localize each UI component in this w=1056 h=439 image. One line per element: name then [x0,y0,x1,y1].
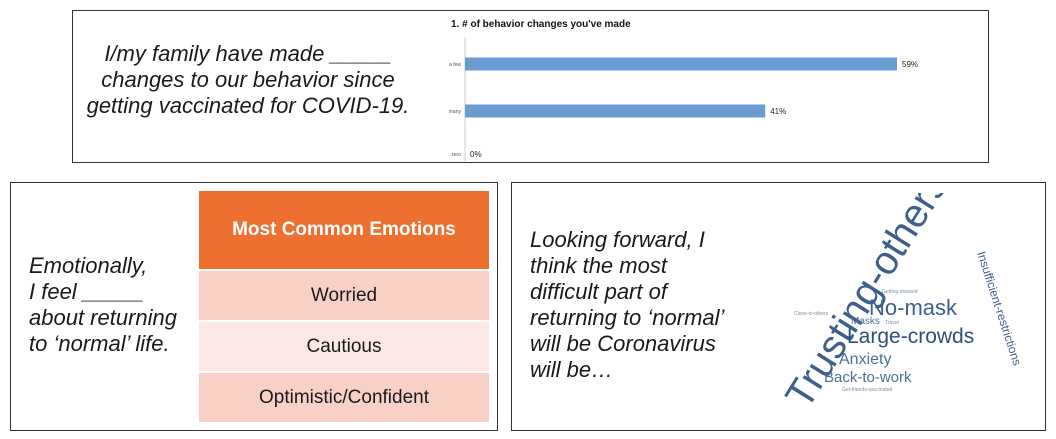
value-label: 59% [902,60,918,69]
value-label: 0% [470,150,482,159]
bar-a-few [465,57,897,71]
emotions-panel: Emotionally, I feel _____ about returnin… [10,182,498,431]
emotions-prompt-line: I feel _____ [29,279,144,304]
emotions-table-row: Cautious [199,320,489,371]
emotions-table: Most Common Emotions Worried Cautious Op… [199,191,489,422]
emotions-prompt-line: to ‘normal’ life. [29,331,170,356]
word-travel: Travel [885,320,899,326]
difficulties-prompt-line: will be… [530,357,614,382]
word-insufficient-restrictions: Insufficient-restrictions [974,250,1024,368]
emotions-table-row: Worried [199,269,489,320]
bar-many [465,104,766,118]
difficulties-prompt-line: returning to ‘normal’ [530,305,725,330]
emotions-prompt-line: Emotionally, [29,253,148,278]
word-large-crowds: Large-crowds [847,325,974,348]
word-get-friends-vaccinated: Get-friends-vaccinated [842,387,893,393]
difficulties-prompt-line: Looking forward, I [530,227,705,252]
word-anxiety: Anxiety [839,351,891,368]
behavior-changes-panel: I/my family have made _____ changes to o… [72,10,989,163]
word-getting-dressed: Getting-dressed [882,289,918,295]
word-cloud-svg: Trusting-others No-mask Large-crowds Anx… [777,166,1024,416]
value-label: 41% [770,107,786,116]
emotions-prompt-line: about returning [29,305,177,330]
category-label: zero [451,152,461,158]
word-close-to-others: Close-to-others [794,311,829,317]
difficulties-prompt: Looking forward, I think the most diffic… [530,227,750,383]
word-back-to-work: Back-to-work [824,369,912,386]
word-masks: Masks [851,316,880,327]
behavior-changes-chart: 1. # of behavior changes you've made a f… [433,13,985,163]
emotions-table-row: Optimistic/Confident [199,371,489,422]
difficulties-panel: Looking forward, I think the most diffic… [511,166,1046,431]
emotions-prompt: Emotionally, I feel _____ about returnin… [29,253,189,357]
difficulties-prompt-line: will be Coronavirus [530,331,716,356]
emotions-table-header: Most Common Emotions [199,191,489,269]
word-no-mask: No-mask [869,295,958,320]
difficulties-prompt-line: difficult part of [530,279,667,304]
behavior-prompt: I/my family have made _____ changes to o… [86,41,410,118]
difficulties-prompt-line: think the most [530,253,667,278]
category-label: a few [449,62,461,68]
bar-chart-svg: 1. # of behavior changes you've made a f… [449,19,918,163]
chart-title: 1. # of behavior changes you've made [451,19,631,30]
word-cloud: Trusting-others No-mask Large-crowds Anx… [767,166,1037,423]
category-label: many [449,109,462,115]
